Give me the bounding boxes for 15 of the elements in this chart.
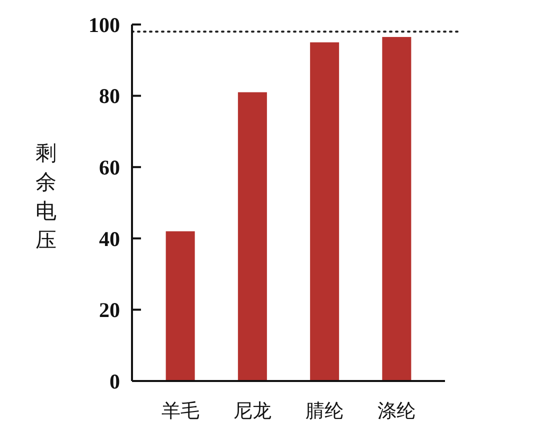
- y-tick-label: 20: [99, 298, 120, 322]
- x-tick-label: 涤纶: [378, 400, 416, 422]
- y-tick-label: 60: [99, 155, 120, 180]
- x-tick-label: 腈纶: [306, 400, 344, 422]
- bar: [238, 92, 267, 381]
- bar: [382, 36, 412, 381]
- bar: [166, 231, 195, 381]
- y-tick-label: 0: [110, 369, 120, 394]
- x-tick-label: 尼龙: [233, 400, 272, 422]
- x-tick-label: 羊毛: [161, 400, 200, 422]
- bar: [310, 42, 340, 381]
- y-tick-label: 80: [99, 84, 120, 108]
- y-axis-title: 剩余电压: [36, 141, 56, 252]
- y-tick-label: 40: [99, 226, 120, 251]
- y-tick-label: 100: [88, 12, 120, 37]
